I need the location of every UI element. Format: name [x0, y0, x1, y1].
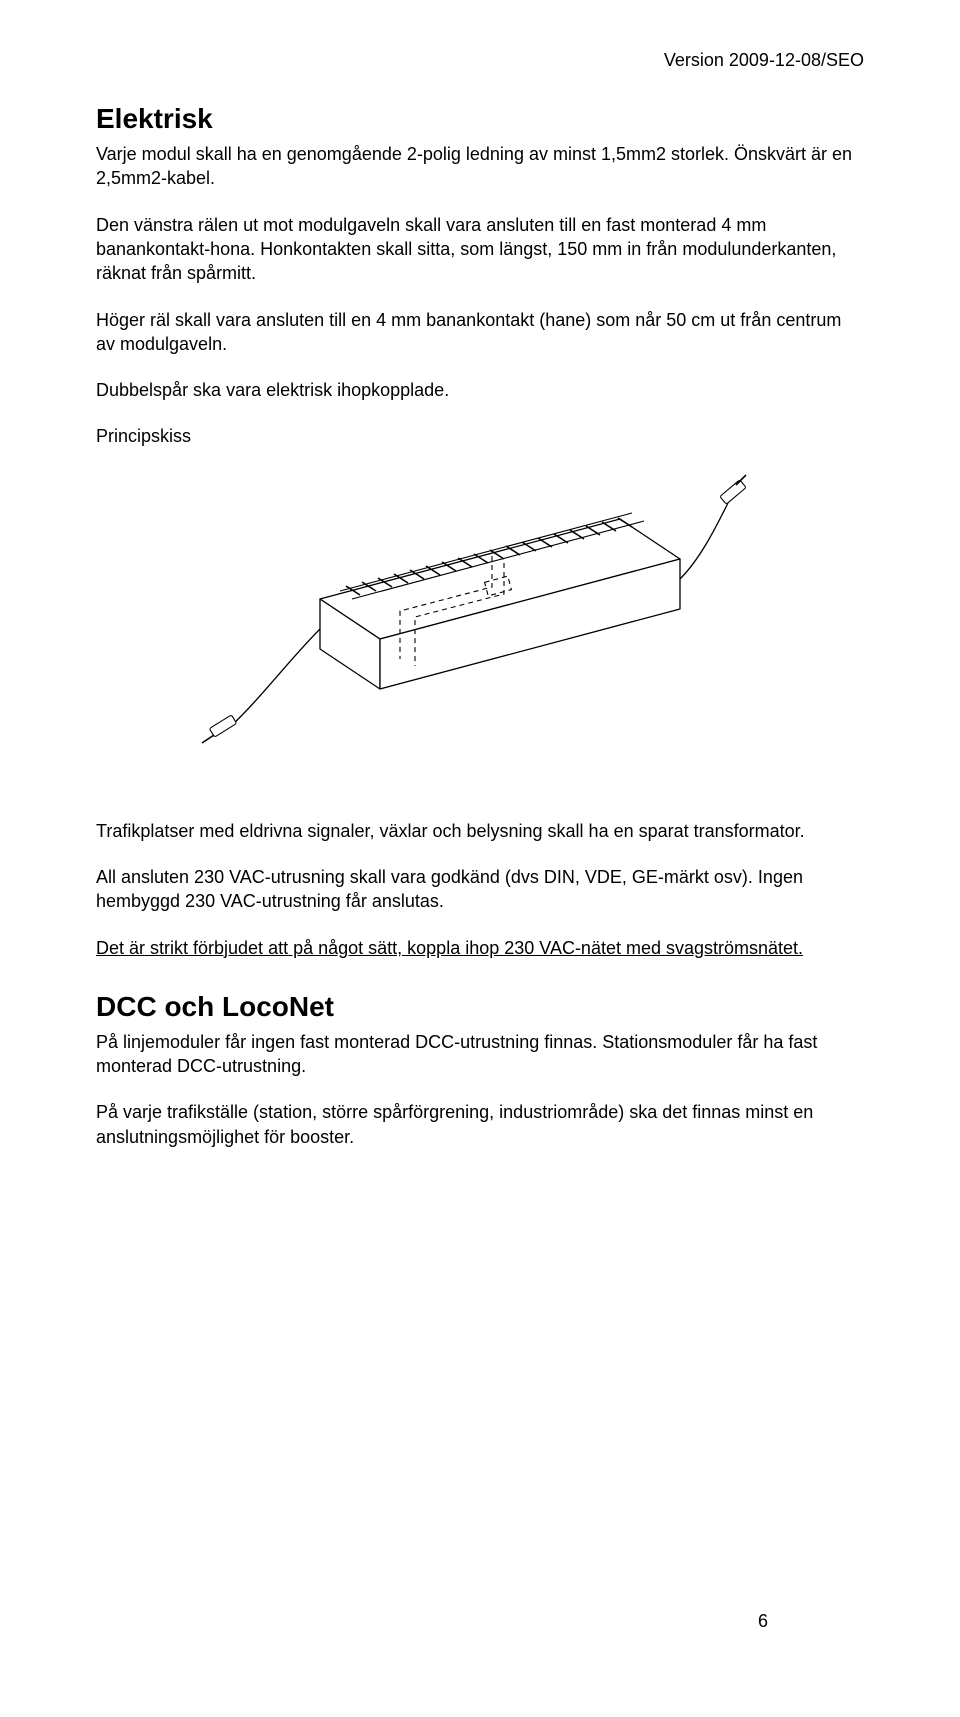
para-1: Varje modul skall ha en genomgående 2-po… — [96, 142, 864, 191]
para-3: Höger räl skall vara ansluten till en 4 … — [96, 308, 864, 357]
version-header: Version 2009-12-08/SEO — [96, 48, 864, 72]
principskiss-diagram — [96, 459, 864, 779]
module-wiring-sketch — [200, 459, 760, 779]
para-4: Dubbelspår ska vara elektrisk ihopkoppla… — [96, 378, 864, 402]
sketch-label: Principskiss — [96, 424, 864, 448]
page-number: 6 — [758, 1609, 768, 1633]
para-6: All ansluten 230 VAC-utrusning skall var… — [96, 865, 864, 914]
para-7-warning: Det är strikt förbjudet att på något sät… — [96, 936, 864, 960]
para-5: Trafikplatser med eldrivna signaler, väx… — [96, 819, 864, 843]
para-dcc-2: På varje trafikställe (station, större s… — [96, 1100, 864, 1149]
section-title-elektrisk: Elektrisk — [96, 100, 864, 138]
para-2: Den vänstra rälen ut mot modulgaveln ska… — [96, 213, 864, 286]
section-title-dcc: DCC och LocoNet — [96, 988, 864, 1026]
para-dcc-1: På linjemoduler får ingen fast monterad … — [96, 1030, 864, 1079]
